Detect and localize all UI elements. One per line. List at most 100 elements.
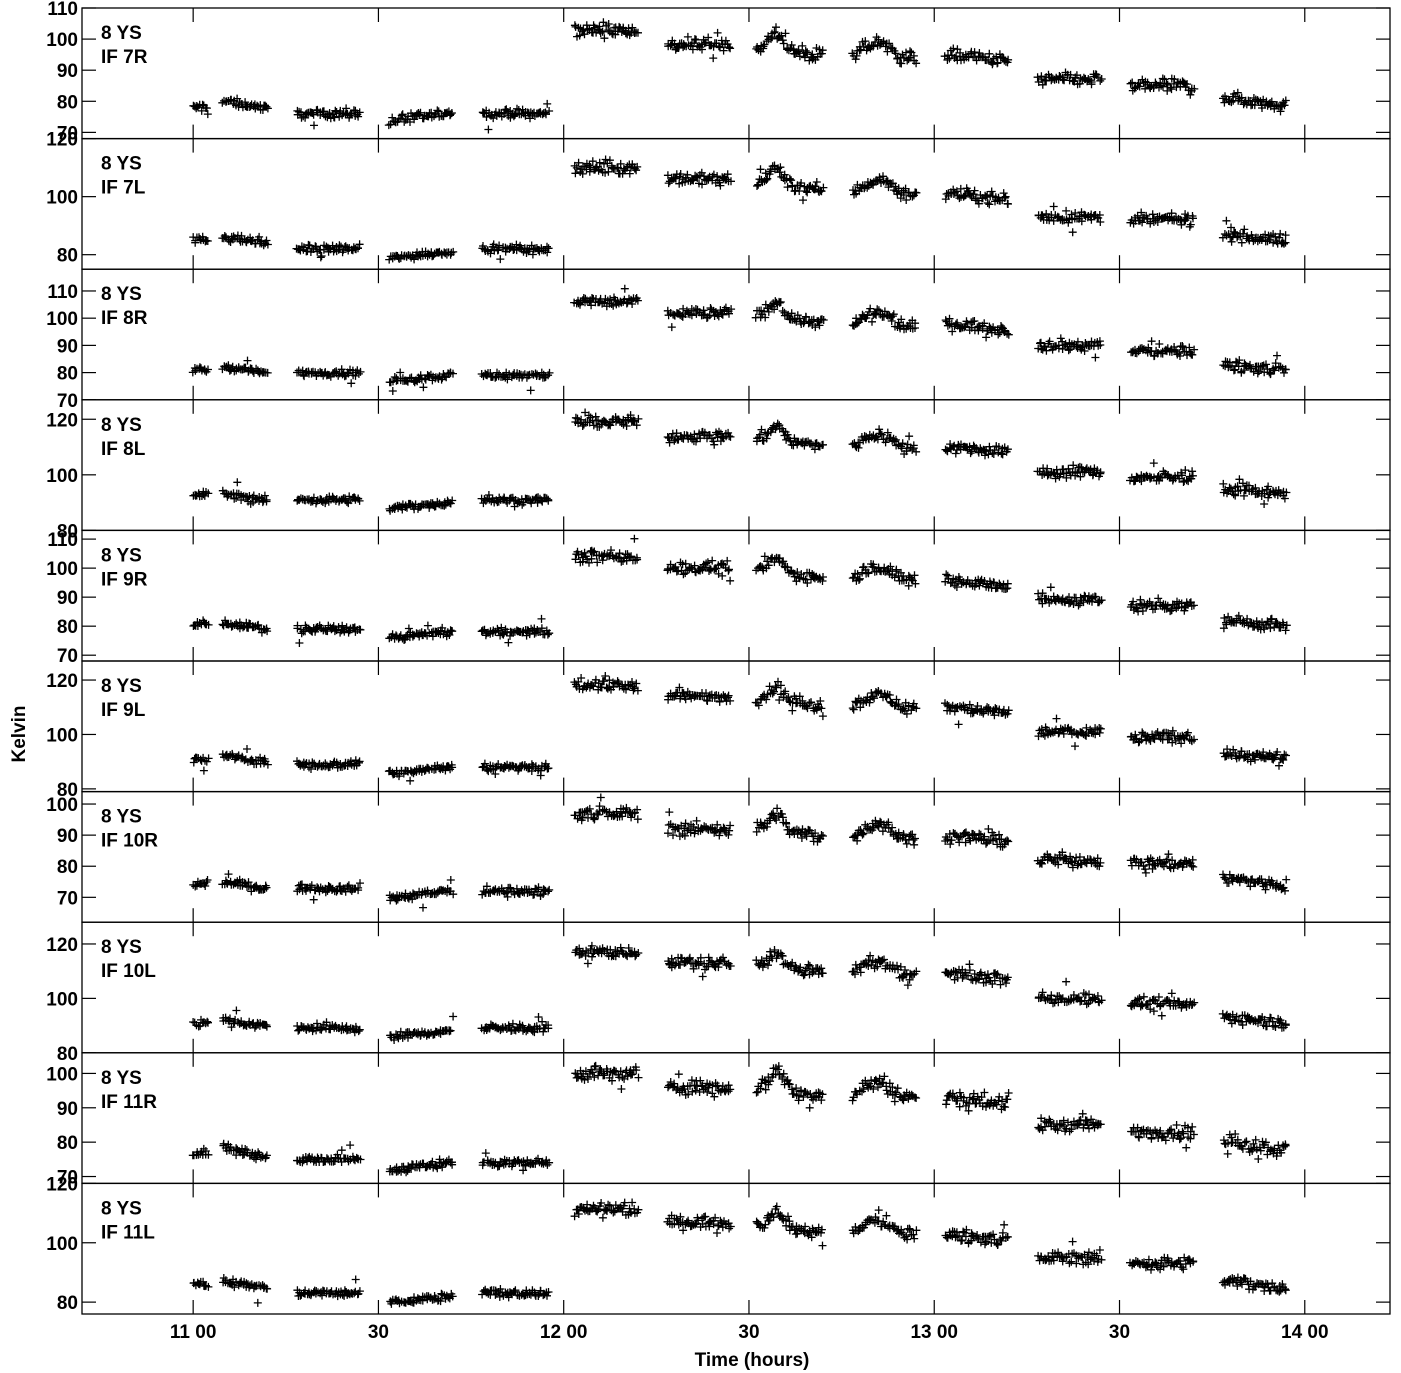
panel-if-11l: 80 100 120 8 YS IF 11L — [46, 1174, 1391, 1315]
y-tick-label: 100 — [46, 1234, 78, 1255]
data-markers — [189, 408, 1291, 515]
data-markers — [189, 793, 1291, 912]
panel-if-9r: 70 80 90 100 110 8 YS IF 9R — [46, 529, 1391, 667]
panel-frame — [81, 137, 1391, 270]
panel-frame — [81, 921, 1391, 1054]
panel-if-8r: 70 80 90 100 110 8 YS IF 8R — [46, 268, 1391, 412]
y-tick-label: 70 — [57, 391, 78, 412]
y-tick-label: 90 — [57, 61, 78, 82]
x-tick-label: 12 00 — [540, 1322, 588, 1343]
x-tick-label: 11 00 — [170, 1322, 217, 1343]
x-tick-label: 14 00 — [1281, 1322, 1329, 1343]
panel-source-label: 8 YS — [101, 23, 142, 44]
y-tick-label: 90 — [57, 826, 78, 847]
panel-frame — [81, 399, 1391, 532]
y-tick-label: 80 — [57, 364, 78, 385]
y-tick-label: 120 — [46, 935, 78, 956]
panel-frame — [81, 268, 1391, 401]
y-tick-label: 80 — [57, 92, 78, 113]
y-tick-label: 100 — [46, 795, 78, 816]
panel-if-label: IF 8R — [101, 308, 148, 329]
panel-source-label: 8 YS — [101, 676, 142, 697]
panel-frame — [81, 660, 1391, 793]
y-tick-label: 120 — [46, 410, 78, 431]
data-markers — [188, 1061, 1290, 1177]
panel-if-7l: 80 100 120 8 YS IF 7L — [46, 130, 1391, 270]
panel-if-11r: 70 80 90 100 8 YS IF 11R — [46, 1052, 1391, 1189]
y-tick-label: 90 — [57, 1099, 78, 1120]
y-tick-label: 120 — [46, 130, 78, 151]
y-tick-label: 100 — [46, 1064, 78, 1085]
panel-if-label: IF 10L — [101, 961, 156, 982]
x-tick-label: 13 00 — [910, 1322, 958, 1343]
panel-source-label: 8 YS — [101, 1068, 142, 1089]
y-tick-label: 80 — [57, 617, 78, 638]
panel-frame — [81, 7, 1391, 140]
y-tick-label: 120 — [46, 1174, 78, 1195]
panel-source-label: 8 YS — [101, 937, 142, 958]
y-tick-label: 80 — [57, 857, 78, 878]
y-tick-label: 100 — [46, 559, 78, 580]
y-tick-label: 80 — [57, 1133, 78, 1154]
y-tick-label: 80 — [57, 780, 78, 801]
panel-if-label: IF 9L — [101, 700, 146, 721]
panel-source-label: 8 YS — [101, 1198, 142, 1219]
panel-source-label: 8 YS — [101, 284, 142, 305]
data-markers — [189, 155, 1290, 264]
y-tick-label: 100 — [46, 309, 78, 330]
y-tick-label: 90 — [57, 588, 78, 609]
panel-if-label: IF 7R — [101, 47, 148, 68]
panel-source-label: 8 YS — [101, 545, 142, 566]
panel-source-label: 8 YS — [101, 807, 142, 828]
y-tick-label: 100 — [46, 989, 78, 1010]
y-tick-label: 120 — [46, 671, 78, 692]
data-markers — [188, 284, 1290, 395]
y-tick-label: 100 — [46, 725, 78, 746]
y-tick-label: 70 — [57, 1168, 78, 1189]
data-markers — [189, 1198, 1290, 1308]
panel-if-10r: 70 80 90 100 8 YS IF 10R — [46, 790, 1391, 923]
panel-if-9l: 80 100 120 8 YS IF 9L — [46, 660, 1391, 801]
panel-if-label: IF 7L — [101, 178, 146, 199]
data-markers — [189, 18, 1290, 134]
data-markers — [189, 941, 1290, 1044]
panel-if-label: IF 10R — [101, 831, 158, 852]
y-axis-title: Kelvin — [9, 705, 30, 762]
x-tick-label: 30 — [1109, 1322, 1130, 1343]
panel-frame — [81, 529, 1391, 662]
x-tick-label: 30 — [738, 1322, 759, 1343]
y-tick-label: 90 — [57, 336, 78, 357]
y-tick-label: 100 — [46, 188, 78, 209]
y-tick-label: 80 — [57, 1044, 78, 1065]
panel-if-label: IF 8L — [101, 439, 146, 460]
y-tick-label: 80 — [57, 246, 78, 267]
panel-if-label: IF 11R — [101, 1092, 157, 1113]
panel-source-label: 8 YS — [101, 415, 142, 436]
x-tick-label: 30 — [368, 1322, 389, 1343]
y-tick-label: 70 — [57, 646, 78, 667]
y-tick-label: 110 — [47, 282, 78, 303]
y-tick-label: 110 — [47, 530, 78, 551]
y-tick-label: 70 — [57, 888, 78, 909]
data-markers — [189, 672, 1290, 785]
y-tick-label: 80 — [57, 1293, 78, 1314]
y-tick-label: 110 — [47, 0, 78, 20]
panel-if-8l: 80 100 120 8 YS IF 8L — [46, 399, 1391, 542]
x-axis-title: Time (hours) — [695, 1350, 810, 1371]
y-tick-label: 100 — [46, 30, 78, 51]
panel-if-label: IF 9R — [101, 569, 148, 590]
panel-if-10l: 80 100 120 8 YS IF 10L — [46, 921, 1391, 1065]
panel-frame — [81, 790, 1391, 923]
panel-source-label: 8 YS — [101, 154, 142, 175]
data-markers — [189, 534, 1291, 647]
panel-frame — [81, 1052, 1391, 1185]
y-tick-label: 70 — [57, 123, 78, 144]
panel-if-label: IF 11L — [101, 1222, 155, 1243]
y-tick-label: 80 — [57, 521, 78, 542]
x-tick-labels: 11 00 30 12 00 30 13 00 30 14 00 — [170, 1322, 1329, 1343]
panel-frame — [81, 1182, 1391, 1315]
y-tick-label: 100 — [46, 466, 78, 487]
panel-if-7r: 70 80 90 100 110 8 YS IF 7R — [46, 0, 1391, 144]
